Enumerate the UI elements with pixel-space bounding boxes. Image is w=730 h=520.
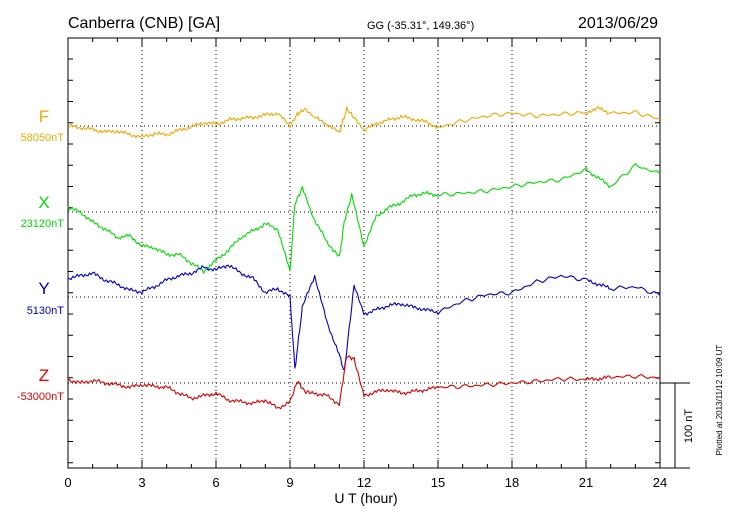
x-tick-label: 21 bbox=[579, 475, 593, 490]
plotted-timestamp: Plotted at 2013/11/12 10:09 UT bbox=[715, 345, 724, 456]
series-baseline-label-x: 23120nT bbox=[21, 218, 65, 230]
axis-ticks bbox=[67, 38, 661, 468]
series-baseline-label-z: -53000nT bbox=[17, 391, 64, 403]
series-name-x: X bbox=[38, 193, 49, 212]
series-name-y: Y bbox=[38, 279, 49, 298]
x-tick-label: 15 bbox=[431, 475, 445, 490]
x-tick-label: 18 bbox=[505, 475, 519, 490]
x-tick-label: 0 bbox=[64, 475, 71, 490]
series-line-y bbox=[67, 264, 661, 371]
scale-bar-label: 100 nT bbox=[683, 409, 695, 444]
series-name-f: F bbox=[39, 107, 49, 126]
series-labels: F 58050nT X 23120nT Y 5130nT Z -53000nT bbox=[17, 107, 64, 403]
x-axis-label: U T (hour) bbox=[334, 490, 397, 506]
baselines bbox=[68, 125, 660, 384]
series-baseline-label-y: 5130nT bbox=[27, 305, 65, 317]
x-tick-label: 12 bbox=[357, 475, 371, 490]
series-group bbox=[67, 106, 661, 410]
x-tick-label: 9 bbox=[286, 475, 293, 490]
date-label: 2013/06/29 bbox=[578, 15, 658, 32]
coordinates-label: GG (-35.31°, 149.36°) bbox=[367, 20, 474, 32]
x-tick-label: 6 bbox=[212, 475, 219, 490]
series-name-z: Z bbox=[39, 366, 49, 385]
series-baseline-label-f: 58050nT bbox=[21, 132, 65, 144]
station-title: Canberra (CNB) [GA] bbox=[68, 15, 220, 32]
x-tick-label: 3 bbox=[138, 475, 145, 490]
series-line-f bbox=[67, 106, 661, 139]
grid bbox=[141, 38, 587, 468]
series-line-x bbox=[67, 163, 661, 274]
x-tick-labels: 0 3 6 9 12 15 18 21 24 bbox=[64, 475, 667, 490]
scale-bar: 100 nT bbox=[660, 382, 695, 469]
series-line-z bbox=[67, 355, 661, 410]
x-tick-label: 24 bbox=[653, 475, 667, 490]
